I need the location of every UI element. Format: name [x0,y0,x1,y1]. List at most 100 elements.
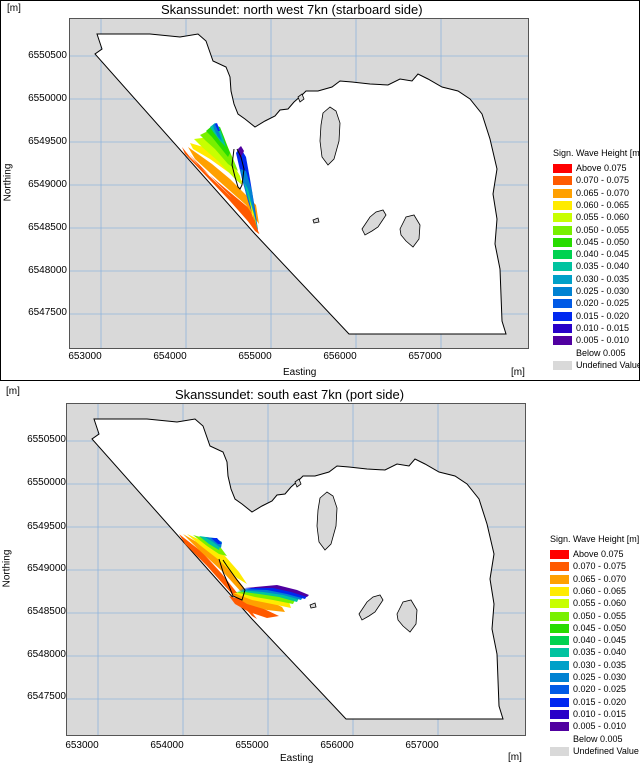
legend-swatch [550,623,569,633]
legend-swatch [550,685,569,695]
legend-swatch [553,200,572,210]
y-tick-label: 6549500 [28,136,67,147]
wave-field-high [182,147,260,234]
legend-label: 0.010 - 0.015 [576,322,630,333]
legend-label: Above 0.075 [573,549,624,559]
legend-swatch [550,660,569,670]
legend-swatch [550,734,569,744]
legend-swatch [553,323,572,333]
legend-label: 0.015 - 0.020 [576,310,630,321]
water-area [91,418,504,720]
legend-label: 0.060 - 0.065 [573,585,627,596]
legend-swatch [553,176,572,186]
legend: Sign. Wave Height [m] Above 0.075 0.070 -… [553,148,640,383]
y-tick-label: 6548000 [27,649,66,660]
legend-swatch [553,213,572,223]
legend-swatch [553,262,572,272]
map-panel-south-east: Skanssundet: south east 7kn (port side) … [0,383,640,766]
legend: Sign. Wave Height [m] Above 0.075 0.070 -… [550,534,640,766]
island [361,209,387,236]
legend-label: 0.065 - 0.070 [573,573,627,584]
y-tick-label: 6549000 [28,179,67,190]
legend-label: 0.045 - 0.050 [576,236,630,247]
legend-label: 0.015 - 0.020 [573,696,627,707]
x-tick-label: 656000 [320,740,354,751]
x-tick-label: 653000 [65,740,99,751]
y-tick-label: 6547500 [27,691,66,702]
legend-swatch [553,348,572,358]
island [294,478,302,488]
x-tick-label: 654000 [153,351,187,362]
legend-swatch [550,709,569,719]
legend-swatch [553,299,572,309]
island [312,217,320,224]
y-tick-label: 6548500 [27,606,66,617]
legend-label: 0.045 - 0.050 [573,622,627,633]
y-unit-label: [m] [6,386,20,397]
water-area [94,33,507,335]
legend-label: 0.070 - 0.075 [573,561,627,572]
plot-title: Skanssundet: south east 7kn (port side) [175,387,405,402]
legend-label: 0.020 - 0.025 [573,684,627,695]
map-frame [66,403,526,736]
legend-swatch [550,562,569,572]
legend-swatch [550,574,569,584]
legend-swatch [550,648,569,658]
legend-swatch [553,336,572,346]
legend-title: Sign. Wave Height [m] [553,148,640,158]
y-tick-label: 6550500 [27,434,66,445]
legend-label: 0.030 - 0.035 [573,659,627,670]
legend-label: 0.065 - 0.070 [576,187,630,198]
y-unit-label: [m] [7,3,21,14]
legend-swatch [553,311,572,321]
legend-swatch [550,599,569,609]
legend-swatch [550,746,569,756]
x-axis-label: Easting [283,367,317,378]
legend-swatch [550,550,569,559]
x-tick-label: 657000 [405,740,439,751]
x-tick-label: 656000 [323,351,357,362]
legend-swatch [550,673,569,682]
map-canvas [67,404,525,735]
legend-label: 0.055 - 0.060 [573,598,627,609]
legend-label: 0.055 - 0.060 [576,212,630,223]
legend-label: 0.040 - 0.045 [576,249,630,260]
island [396,599,418,633]
x-tick-label: 655000 [238,351,272,362]
legend-swatch [550,697,569,707]
legend-label: Undefined Value [576,359,640,370]
legend-swatch [553,360,572,370]
island [399,214,421,248]
legend-label: 0.005 - 0.010 [576,335,630,346]
y-tick-label: 6547500 [28,307,67,318]
legend-label: 0.050 - 0.055 [576,224,630,235]
legend-swatch [550,722,569,732]
legend-swatch [553,225,572,235]
legend-label: 0.020 - 0.025 [576,298,630,309]
y-tick-label: 6548000 [28,265,67,276]
legend-swatch [550,586,569,596]
x-axis-label: Easting [280,753,314,764]
island [297,93,305,103]
legend-label: Undefined Value [573,745,639,756]
y-tick-label: 6548500 [28,222,67,233]
legend-label: 0.025 - 0.030 [576,286,630,296]
legend-title: Sign. Wave Height [m] [550,534,640,544]
island [309,602,317,609]
island [319,106,341,166]
x-tick-label: 654000 [150,740,184,751]
legend-label: 0.030 - 0.035 [576,273,630,284]
x-unit-label: [m] [511,367,525,378]
legend-label: 0.005 - 0.010 [573,721,627,732]
legend-label: 0.040 - 0.045 [573,635,627,646]
legend-label: 0.010 - 0.015 [573,708,627,719]
y-tick-label: 6549000 [27,563,66,574]
legend-label: 0.035 - 0.040 [576,261,630,272]
y-tick-label: 6550500 [28,50,67,61]
legend-label: 0.060 - 0.065 [576,199,630,210]
legend-swatch [553,164,572,173]
legend-label: Below 0.005 [573,733,623,744]
legend-swatch [550,636,569,646]
y-tick-label: 6549500 [27,521,66,532]
legend-swatch [553,237,572,247]
